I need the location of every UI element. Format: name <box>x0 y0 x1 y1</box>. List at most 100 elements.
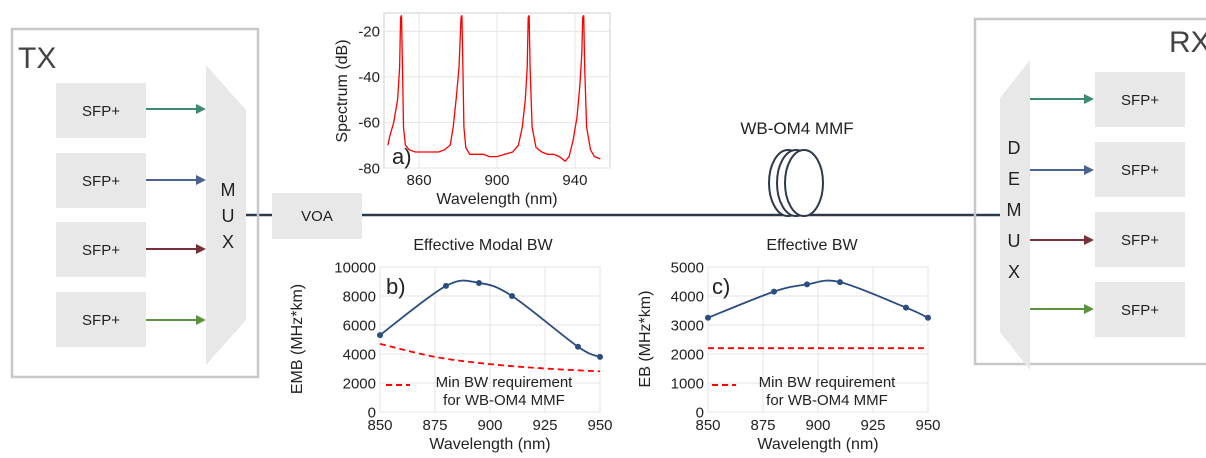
x-tick-label: 875 <box>750 417 775 434</box>
y-tick-label: 1000 <box>671 375 704 392</box>
tx-sfp-box <box>56 292 146 347</box>
y-tick-label: -80 <box>358 160 380 177</box>
eb-chart: Effective BW 0 1000 2000 3000 4000 5000 850 87… <box>637 237 941 453</box>
tx-transceiver: SFP+ <box>56 153 146 208</box>
spectrum-chart: -20 -40 -60 -80 860 900 940 a) Wavelength (nm… <box>334 12 611 208</box>
rx-sfp-label: SFP+ <box>1121 162 1159 179</box>
y-tick-label: 10000 <box>334 259 376 276</box>
y-tick-label: 3000 <box>671 317 704 334</box>
eb-legend-line1: Min BW requirement <box>759 374 897 391</box>
eb-grid <box>707 266 929 413</box>
x-tick-label: 900 <box>477 417 502 434</box>
y-tick-label: -40 <box>358 69 380 86</box>
rx-transceiver: SFP+ <box>1095 212 1185 267</box>
arrow-head <box>196 104 206 114</box>
spectrum-grid <box>384 13 610 169</box>
tx-arrow <box>146 315 206 325</box>
eb-legend-line2: for WB-OM4 MMF <box>766 392 888 409</box>
spectrum-series-line <box>387 15 601 163</box>
eb-data-point <box>804 281 810 288</box>
rx-sfp-box <box>1095 212 1185 267</box>
rx-sfp-box <box>1095 142 1185 197</box>
emb-requirement-line <box>379 343 601 373</box>
rx-sfp-label: SFP+ <box>1121 232 1159 249</box>
rx-sfp-box <box>1095 282 1185 337</box>
y-tick-label: 4000 <box>671 288 704 305</box>
spectrum-y-axis-label: Spectrum (dB) <box>334 39 351 142</box>
tx-transceiver: SFP+ <box>56 83 146 138</box>
eb-y-ticks: 0 1000 2000 3000 4000 5000 <box>671 259 704 421</box>
rx-sfp-box <box>1095 72 1185 127</box>
rx-arrow <box>1030 165 1094 175</box>
y-tick-label: 2000 <box>671 346 704 363</box>
rx-label: RX <box>1169 26 1206 59</box>
x-tick-label: 940 <box>562 172 587 189</box>
tx-sfp-box <box>56 83 146 138</box>
tx-sfp-label: SFP+ <box>82 242 120 259</box>
rx-sfp-label: SFP+ <box>1121 92 1159 109</box>
eb-y-axis-label: EB (MHz*km) <box>637 291 654 388</box>
eb-x-axis-label: Wavelength (nm) <box>757 436 878 453</box>
tx-arrow <box>146 104 206 114</box>
mux-letter: M <box>221 180 236 200</box>
spectrum-panel-tag: a) <box>392 144 412 169</box>
demux-letter: X <box>1008 262 1020 282</box>
y-tick-label: 2000 <box>343 375 376 392</box>
emb-chart: Effective Modal BW 0 2000 4000 6000 8000 1000… <box>289 237 613 453</box>
x-tick-label: 850 <box>695 417 720 434</box>
spectrum-x-ticks: 860 900 940 <box>407 172 588 189</box>
x-tick-label: 925 <box>532 417 557 434</box>
mux-letter: U <box>222 206 235 226</box>
rx-sfp-label: SFP+ <box>1121 302 1159 319</box>
emb-panel-tag: b) <box>386 274 406 299</box>
eb-data-point <box>705 314 711 321</box>
eb-x-ticks: 850 875 900 925 950 <box>695 417 940 434</box>
y-tick-label: 8000 <box>343 288 376 305</box>
demux-letter: U <box>1008 231 1021 251</box>
x-tick-label: 925 <box>860 417 885 434</box>
emb-chart-title: Effective Modal BW <box>413 237 553 254</box>
fiber-loop <box>784 149 824 217</box>
emb-data-point <box>597 353 603 360</box>
arrow-head <box>196 244 206 254</box>
emb-data-point <box>476 279 482 286</box>
tx-sfp-box <box>56 222 146 277</box>
y-tick-label: -20 <box>358 23 380 40</box>
emb-data-point <box>509 293 515 299</box>
voa-label: VOA <box>301 208 333 225</box>
tx-label: TX <box>18 42 56 75</box>
tx-transceiver: SFP+ <box>56 222 146 277</box>
eb-data-point <box>903 304 909 311</box>
tx-sfp-label: SFP+ <box>82 173 120 190</box>
tx-arrow <box>146 244 206 254</box>
fiber-coil-icon <box>768 149 824 217</box>
emb-measured-points <box>377 279 603 360</box>
emb-data-point <box>575 343 581 350</box>
eb-chart-title: Effective BW <box>766 237 858 254</box>
eb-data-point <box>925 314 931 321</box>
demux-letter: D <box>1008 138 1021 158</box>
x-tick-label: 850 <box>367 417 392 434</box>
x-tick-label: 950 <box>587 417 612 434</box>
eb-data-point <box>837 279 843 286</box>
tx-sfp-label: SFP+ <box>82 103 120 120</box>
emb-grid <box>379 266 601 413</box>
tx-frame <box>10 27 260 379</box>
emb-legend-line2: for WB-OM4 MMF <box>443 392 565 409</box>
fiber-label: WB-OM4 MMF <box>740 119 853 138</box>
demux-block <box>1000 60 1030 370</box>
eb-measured-points <box>705 279 931 321</box>
arrow-head <box>1084 235 1094 245</box>
emb-x-axis-label: Wavelength (nm) <box>429 436 550 453</box>
rx-arrow <box>1030 304 1094 314</box>
eb-data-point <box>771 288 777 295</box>
x-tick-label: 900 <box>805 417 830 434</box>
spectrum-x-axis-label: Wavelength (nm) <box>436 191 557 208</box>
emb-x-ticks: 850 875 900 925 950 <box>367 417 612 434</box>
rx-arrow <box>1030 235 1094 245</box>
emb-y-ticks: 0 2000 4000 6000 8000 10000 <box>334 259 376 421</box>
arrow-head <box>1084 304 1094 314</box>
arrow-head <box>1084 165 1094 175</box>
tx-sfp-box <box>56 153 146 208</box>
rx-frame <box>973 17 1206 366</box>
